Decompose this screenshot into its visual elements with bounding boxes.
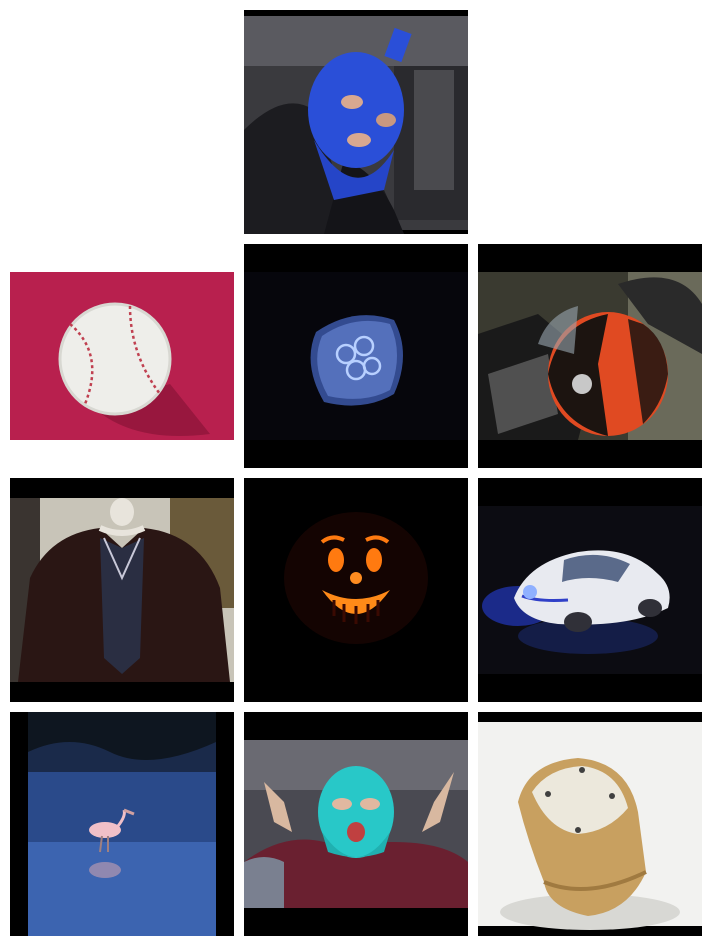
fur-coat-image <box>10 478 234 702</box>
blue-balaclava-image <box>244 10 468 234</box>
tile-jellyfish <box>244 244 468 468</box>
teal-balaclava-image <box>244 712 468 936</box>
tile-toy-car <box>478 478 702 702</box>
tile-jack-o-lantern <box>244 478 468 702</box>
motorcycle-helmet-image <box>478 244 702 468</box>
spoonbill-image <box>10 712 234 936</box>
tile-blue-balaclava <box>244 10 468 234</box>
tile-baseball <box>10 244 234 468</box>
toy-car-image <box>478 478 702 702</box>
tile-motorcycle-helmet <box>478 244 702 468</box>
tile-teal-balaclava <box>244 712 468 936</box>
jack-o-lantern-image <box>244 478 468 702</box>
jellyfish-image <box>244 244 468 468</box>
tile-spoonbill <box>10 712 234 936</box>
tile-knee-pad <box>478 712 702 936</box>
baseball-image <box>10 244 234 468</box>
tile-fur-coat <box>10 478 234 702</box>
knee-pad-image <box>478 712 702 936</box>
